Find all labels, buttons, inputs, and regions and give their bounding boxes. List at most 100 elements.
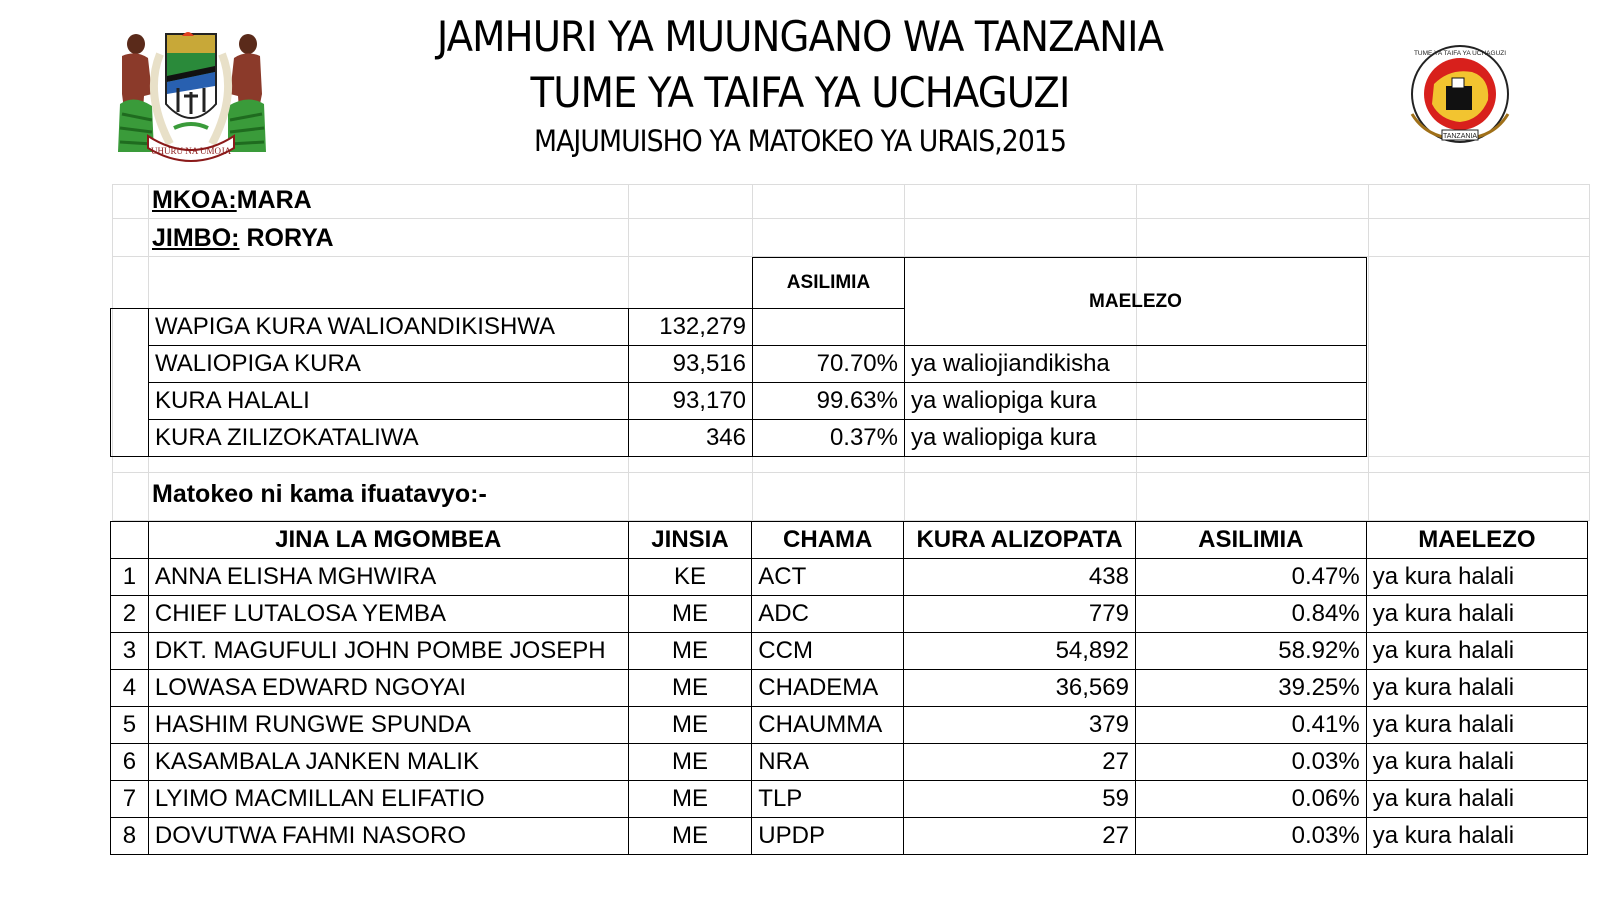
header-votes: KURA ALIZOPATA: [903, 521, 1136, 559]
header-no: [110, 521, 149, 559]
table-row: 6 KASAMBALA JANKEN MALIK ME NRA 27 0.03%…: [110, 743, 1589, 781]
table-row: 8 DOVUTWA FAHMI NASORO ME UPDP 27 0.03% …: [110, 817, 1589, 855]
candidate-percent: 0.84%: [1134, 595, 1367, 633]
candidate-party: ADC: [751, 595, 905, 633]
summary-maelezo-header: MAELEZO: [904, 257, 1367, 346]
table-row: 3 DKT. MAGUFULI JOHN POMBE JOSEPH ME CCM…: [110, 632, 1589, 670]
candidate-note: ya kura halali: [1365, 817, 1589, 855]
candidate-votes: 27: [903, 817, 1136, 855]
summary-value: 93,516: [628, 345, 753, 383]
results-intro: Matokeo ni kama ifuatavyo:-: [152, 480, 487, 508]
summary-label: WAPIGA KURA WALIOANDIKISHWA: [148, 308, 629, 346]
row-no: 5: [110, 706, 149, 744]
summary-row: KURA ZILIZOKATALIWA 346 0.37% ya waliopi…: [111, 419, 1367, 457]
header-percent: ASILIMIA: [1134, 521, 1367, 559]
candidate-percent: 0.06%: [1134, 780, 1367, 818]
candidate-party: NRA: [751, 743, 905, 781]
row-no: 3: [110, 632, 149, 670]
candidate-sex: ME: [627, 632, 753, 670]
nec-seal-icon: TANZANIA TUME YA TAIFA YA UCHAGUZI: [1410, 45, 1510, 143]
row-no: 1: [110, 558, 149, 596]
spreadsheet: MKOA:MARA JIMBO: RORYA ASILIMIA MAELEZO …: [110, 184, 1590, 864]
candidate-votes: 36,569: [903, 669, 1136, 707]
summary-note: ya waliopiga kura: [904, 419, 1367, 457]
summary-value: 93,170: [628, 382, 753, 420]
candidate-name: LYIMO MACMILLAN ELIFATIO: [147, 780, 629, 818]
row-no: 7: [110, 780, 149, 818]
row-no: 6: [110, 743, 149, 781]
results-header-row: JINA LA MGOMBEA JINSIA CHAMA KURA ALIZOP…: [110, 521, 1589, 559]
header-note: MAELEZO: [1365, 521, 1589, 559]
candidate-party: TLP: [751, 780, 905, 818]
candidate-sex: ME: [627, 595, 753, 633]
table-row: 5 HASHIM RUNGWE SPUNDA ME CHAUMMA 379 0.…: [110, 706, 1589, 744]
candidate-votes: 27: [903, 743, 1136, 781]
candidate-name: CHIEF LUTALOSA YEMBA: [147, 595, 629, 633]
title-republic: JAMHURI YA MUUNGANO WA TANZANIA: [436, 12, 1164, 61]
summary-value: 346: [628, 419, 753, 457]
mkoa-label: MKOA:: [152, 186, 237, 214]
summary-table: ASILIMIA MAELEZO WAPIGA KURA WALIOANDIKI…: [110, 257, 1367, 457]
seal-text-top: TUME YA TAIFA YA UCHAGUZI: [1414, 50, 1506, 57]
table-row: 4 LOWASA EDWARD NGOYAI ME CHADEMA 36,569…: [110, 669, 1589, 707]
candidate-note: ya kura halali: [1365, 706, 1589, 744]
jimbo-row: JIMBO: RORYA: [152, 226, 334, 251]
candidate-party: UPDP: [751, 817, 905, 855]
summary-asilimia-header: ASILIMIA: [752, 257, 905, 309]
results-table: JINA LA MGOMBEA JINSIA CHAMA KURA ALIZOP…: [110, 521, 1589, 855]
candidate-percent: 0.41%: [1134, 706, 1367, 744]
table-row: 1 ANNA ELISHA MGHWIRA KE ACT 438 0.47% y…: [110, 558, 1589, 596]
header-party: CHAMA: [751, 521, 905, 559]
summary-percent: 70.70%: [752, 345, 905, 383]
summary-row: WAPIGA KURA WALIOANDIKISHWA 132,279: [110, 308, 1367, 457]
candidate-party: CCM: [751, 632, 905, 670]
summary-label: WALIOPIGA KURA: [148, 345, 629, 383]
row-no: 2: [110, 595, 149, 633]
table-row: 7 LYIMO MACMILLAN ELIFATIO ME TLP 59 0.0…: [110, 780, 1589, 818]
candidate-percent: 0.03%: [1134, 817, 1367, 855]
candidate-votes: 379: [903, 706, 1136, 744]
candidate-party: CHADEMA: [751, 669, 905, 707]
row-no: 8: [110, 817, 149, 855]
candidate-name: ANNA ELISHA MGHWIRA: [147, 558, 629, 596]
candidate-votes: 438: [903, 558, 1136, 596]
candidate-name: LOWASA EDWARD NGOYAI: [147, 669, 629, 707]
candidate-note: ya kura halali: [1365, 669, 1589, 707]
candidate-name: KASAMBALA JANKEN MALIK: [147, 743, 629, 781]
row-no: 4: [110, 669, 149, 707]
candidate-note: ya kura halali: [1365, 595, 1589, 633]
title-summary: MAJUMUISHO YA MATOKEO YA URAIS,2015: [533, 124, 1067, 158]
summary-row: KURA HALALI 93,170 99.63% ya waliopiga k…: [111, 382, 1367, 420]
summary-label: KURA HALALI: [148, 382, 629, 420]
header-name: JINA LA MGOMBEA: [147, 521, 629, 559]
candidate-percent: 39.25%: [1134, 669, 1367, 707]
mkoa-value: MARA: [236, 186, 312, 214]
emblem-motto: UHURU NA UMOJA: [151, 146, 232, 156]
candidate-name: HASHIM RUNGWE SPUNDA: [147, 706, 629, 744]
candidate-votes: 779: [903, 595, 1136, 633]
table-row: 2 CHIEF LUTALOSA YEMBA ME ADC 779 0.84% …: [110, 595, 1589, 633]
seal-text-bottom: TANZANIA: [1443, 133, 1477, 140]
candidate-party: ACT: [751, 558, 905, 596]
summary-note: ya waliojiandikisha: [904, 345, 1367, 383]
summary-percent: 0.37%: [752, 419, 905, 457]
candidate-percent: 0.03%: [1134, 743, 1367, 781]
candidate-note: ya kura halali: [1365, 632, 1589, 670]
summary-value: 132,279: [628, 308, 753, 346]
jimbo-label: JIMBO:: [152, 224, 240, 252]
candidate-percent: 0.47%: [1134, 558, 1367, 596]
candidate-party: CHAUMMA: [751, 706, 905, 744]
candidate-votes: 54,892: [903, 632, 1136, 670]
summary-label: KURA ZILIZOKATALIWA: [148, 419, 629, 457]
summary-percent: 99.63%: [752, 382, 905, 420]
candidate-sex: ME: [627, 817, 753, 855]
title-commission: TUME YA TAIFA YA UCHAGUZI: [530, 68, 1071, 117]
tanzania-coat-of-arms-icon: UHURU NA UMOJA: [118, 32, 266, 162]
candidate-sex: ME: [627, 669, 753, 707]
mkoa-row: MKOA:MARA: [152, 188, 312, 213]
candidate-note: ya kura halali: [1365, 780, 1589, 818]
candidate-percent: 58.92%: [1134, 632, 1367, 670]
candidate-votes: 59: [903, 780, 1136, 818]
candidate-name: DKT. MAGUFULI JOHN POMBE JOSEPH: [147, 632, 629, 670]
candidate-sex: ME: [627, 706, 753, 744]
